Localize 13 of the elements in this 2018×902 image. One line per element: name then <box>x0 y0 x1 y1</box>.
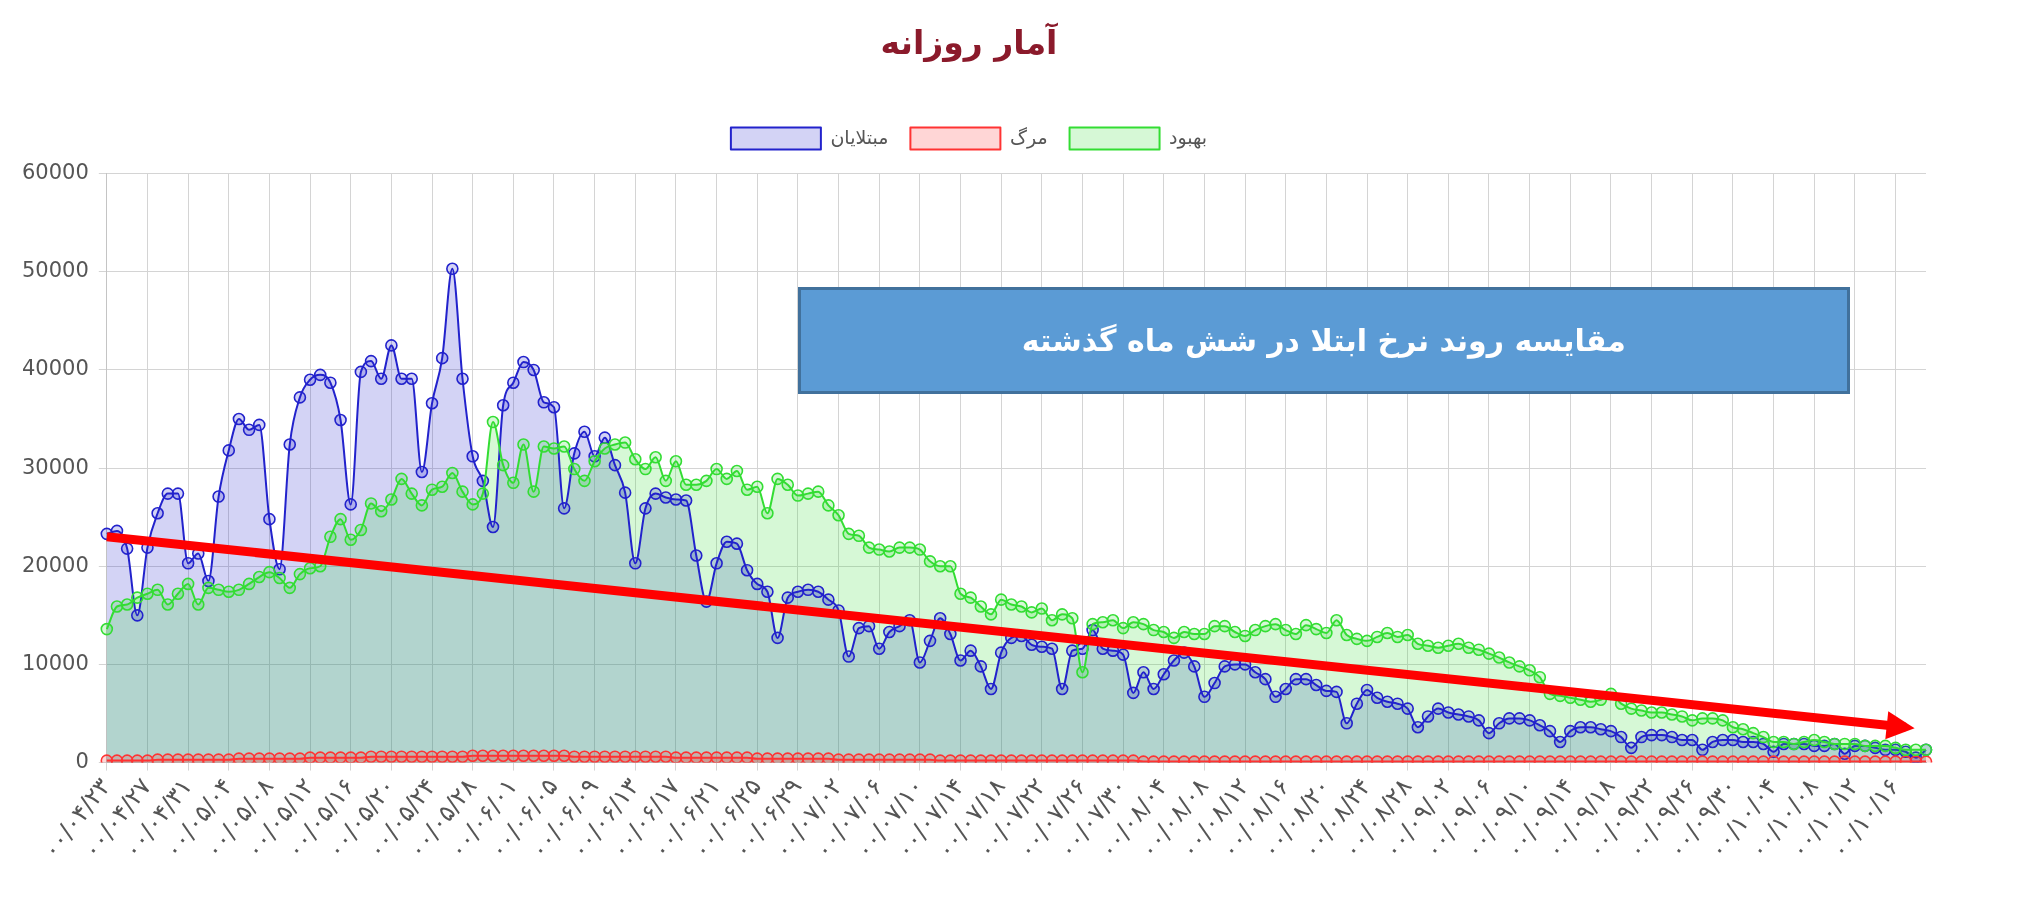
legend-label: مبتلایان <box>830 125 889 148</box>
chart-title: آمار روزانه <box>880 22 1059 64</box>
y-tick-label: 50000 <box>21 258 89 283</box>
y-tick-label: 40000 <box>21 356 89 381</box>
y-tick-label: 0 <box>75 749 89 774</box>
legend-label: بهبود <box>1169 125 1208 149</box>
legend-label: مرگ <box>1009 125 1048 149</box>
y-tick-label: 60000 <box>21 160 89 185</box>
annotation: مقایسه روند نرخ ابتلا در شش ماه گذشته <box>1021 323 1626 359</box>
y-tick-label: 30000 <box>21 454 89 479</box>
y-tick-label: 20000 <box>21 552 89 577</box>
note-box: مقایسه روند نرخ ابتلا در شش ماه گذشته <box>798 287 1850 395</box>
y-tick-label: 10000 <box>21 650 89 675</box>
